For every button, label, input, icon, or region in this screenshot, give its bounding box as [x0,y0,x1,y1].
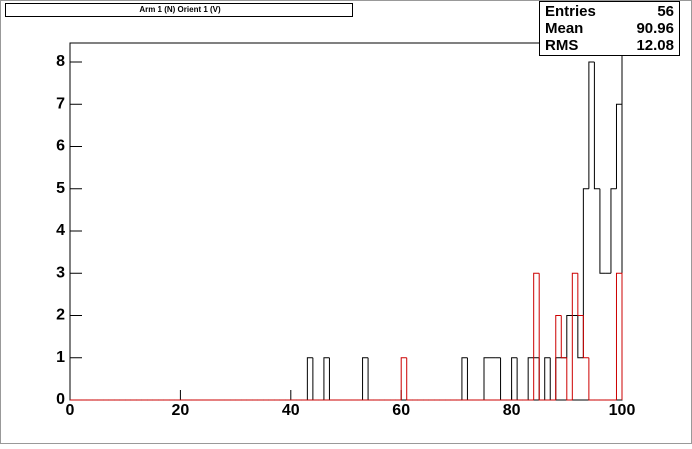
y-tick-label: 2 [56,307,65,324]
stats-label: Mean [545,20,583,37]
y-tick-label: 6 [56,138,65,155]
x-tick-label: 20 [172,402,190,419]
hist-bin [588,61,595,189]
hist-bin [566,315,573,358]
y-tick-label: 0 [56,391,65,408]
hist-bin [571,272,578,400]
stats-label: Entries [545,3,596,20]
hist-bin [461,357,468,400]
chart-title: Arm 1 (N) Orient 1 (V) [139,5,221,14]
hist-bin [615,103,623,400]
hist-bin [582,315,589,359]
hist-bin [593,62,600,190]
hist-bin [323,357,330,400]
hist-bin [615,272,623,400]
hist-bin [400,357,407,400]
y-tick-label: 3 [56,264,65,281]
y-tick-label: 1 [56,349,65,366]
hist-bin [577,315,584,359]
hist-bin [555,315,562,400]
hist-bin [483,357,490,400]
y-tick-label: 5 [56,180,65,197]
hist-bin [306,357,313,400]
y-tick-label: 4 [56,222,65,239]
hist-bin [566,357,573,401]
stats-value: 56 [657,3,674,20]
hist-bin [533,272,540,400]
x-tick-label: 100 [609,402,636,419]
hist-bin [406,357,413,401]
hist-bin [538,273,545,401]
hist-bin [362,357,369,400]
frame [69,42,623,401]
stats: Entries 56 Mean 90.96 RMS 12.08 [545,3,674,54]
hist-bin [511,357,518,400]
hist-bin [610,188,617,274]
stats-box [539,1,680,56]
stats-value: 90.96 [636,20,674,37]
x-tick-label: 0 [66,402,75,419]
x-tick-label: 80 [503,402,521,419]
x-tick-label: 40 [282,402,300,419]
hist-bin [588,357,595,401]
hist-bin [599,188,606,274]
hist-bin [577,273,584,317]
y-tick-label: 8 [56,53,65,70]
hist-bin [544,357,551,400]
title-box [5,3,353,17]
stats-value: 12.08 [636,37,674,54]
stats-label: RMS [545,37,578,54]
hist-bin [560,315,567,359]
hist-bin [582,188,589,358]
hist-bin [527,357,534,400]
y-tick-label: 7 [56,95,65,112]
x-tick-label: 60 [392,402,410,419]
